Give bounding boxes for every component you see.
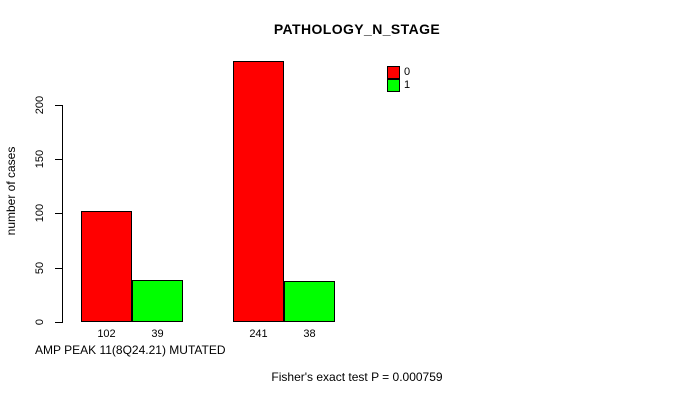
legend-swatch-icon xyxy=(387,66,400,79)
bar-series0-group1 xyxy=(81,211,132,322)
y-axis-tick xyxy=(55,322,62,323)
legend-swatch-icon xyxy=(387,79,400,92)
legend-label: 1 xyxy=(404,79,411,91)
y-axis-tick xyxy=(55,159,62,160)
y-axis-tick xyxy=(55,213,62,214)
bar-value-label: 241 xyxy=(249,328,268,340)
y-axis-tick-label: 100 xyxy=(34,203,46,223)
y-axis-line xyxy=(62,105,63,323)
chart-title: PATHOLOGY_N_STAGE xyxy=(273,21,441,37)
y-axis-tick xyxy=(55,268,62,269)
y-axis-tick-label: 50 xyxy=(34,261,46,275)
legend-label: 0 xyxy=(404,66,411,78)
bar-value-label: 102 xyxy=(97,328,116,340)
bar-series1-group2 xyxy=(284,281,335,322)
x-axis-label: AMP PEAK 11(8Q24.21) MUTATED xyxy=(35,343,226,357)
bar-value-label: 39 xyxy=(151,328,164,340)
y-axis-tick-label: 200 xyxy=(34,95,46,115)
stat-annotation: Fisher's exact test P = 0.000759 xyxy=(271,370,443,384)
y-axis-tick-label: 150 xyxy=(34,149,46,169)
bar-series1-group1 xyxy=(132,280,183,322)
bar-value-label: 38 xyxy=(303,328,316,340)
y-axis-tick-label: 0 xyxy=(34,318,46,326)
bar-series0-group2 xyxy=(233,61,284,322)
y-axis-tick xyxy=(55,105,62,106)
